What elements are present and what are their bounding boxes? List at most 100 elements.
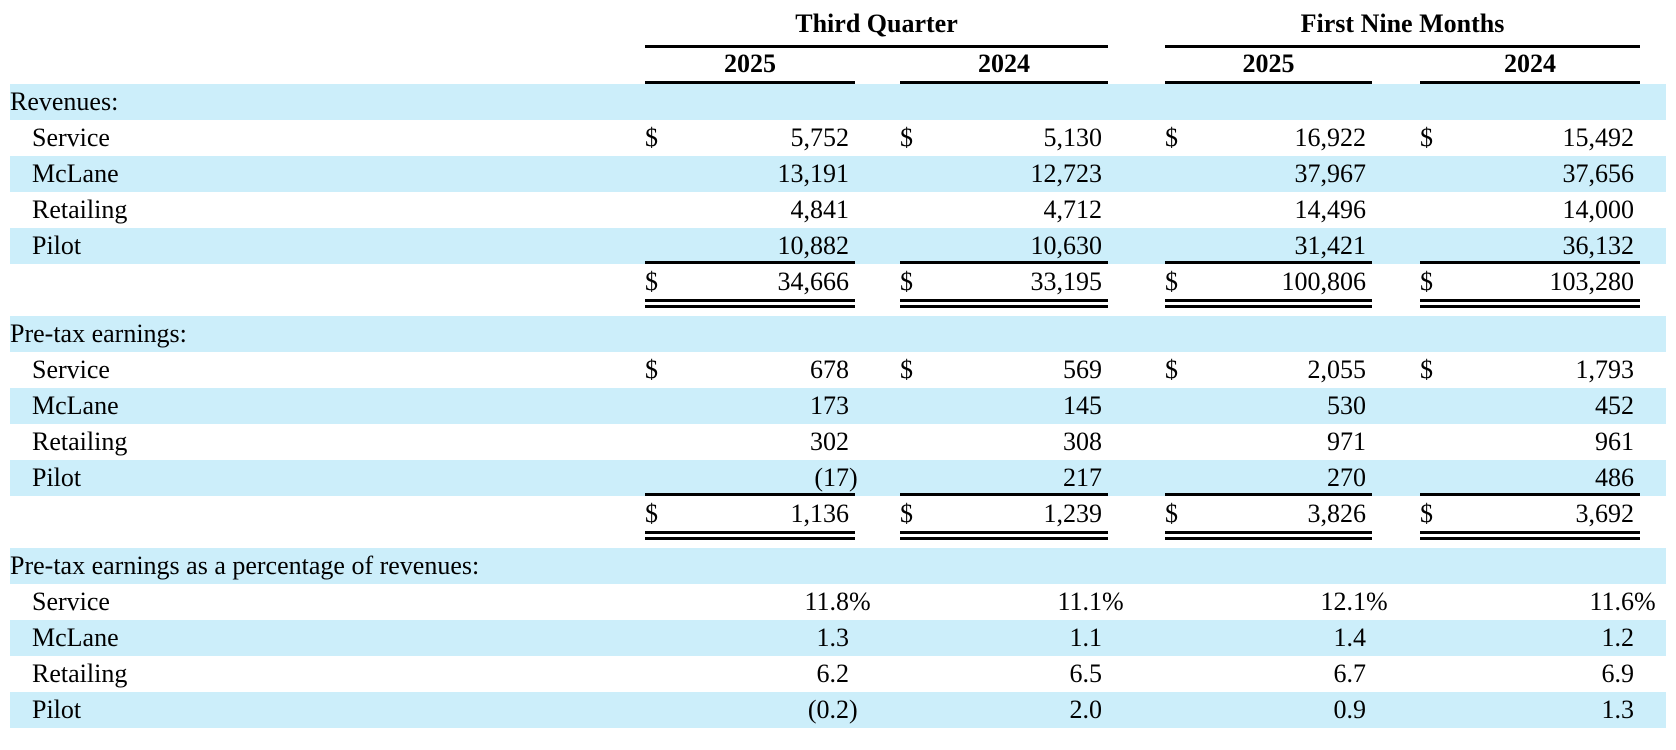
cell-value: 31,421 xyxy=(1294,231,1367,260)
dollar-sign xyxy=(645,620,675,656)
value-group-col-4: 452 xyxy=(1420,388,1640,424)
cell-value: 4,712 xyxy=(1043,195,1103,224)
cell-value: 173 xyxy=(810,391,849,420)
value-group-col-1: 302 xyxy=(645,424,855,460)
row-label: Pilot xyxy=(32,463,82,492)
cell-value: 103,280 xyxy=(1549,267,1635,296)
year-header-row: 2025 2024 2025 2024 xyxy=(10,48,1666,84)
value-group-col-2: 217 xyxy=(900,460,1108,496)
dollar-sign xyxy=(1165,192,1195,228)
dollar-sign: $ xyxy=(1165,499,1178,528)
value-group-col-3: 270 xyxy=(1165,460,1372,496)
value-group-col-1: $5,752 xyxy=(645,120,855,156)
cell-value: 2.0 xyxy=(1069,695,1103,724)
row-label: Service xyxy=(32,355,110,384)
table-row: Service 11.8% 11.1% 12.1% 11.6% xyxy=(10,584,1666,620)
cell-value: 4,841 xyxy=(790,195,850,224)
cell-value: 452 xyxy=(1595,391,1634,420)
value-group-col-2: 145 xyxy=(900,388,1108,424)
row-label: Retailing xyxy=(32,195,128,224)
cell-value: 12,723 xyxy=(1030,159,1103,188)
cell-value: 3,692 xyxy=(1575,499,1635,528)
total-row: $34,666 $33,195 $100,806 $103,280 xyxy=(10,264,1666,308)
segment-results-table: Third Quarter First Nine Months 2025 2024 20… xyxy=(10,4,1666,728)
value-group-col-2: 12,723 xyxy=(900,156,1108,192)
value-group-col-1: (17) xyxy=(645,460,858,496)
dollar-sign xyxy=(1165,388,1195,424)
dollar-sign xyxy=(900,192,930,228)
year-header-third-quarter-2025: 2025 xyxy=(645,48,855,84)
value-group-col-3: 0.9 xyxy=(1165,692,1372,728)
row-label: McLane xyxy=(32,623,119,652)
dollar-sign xyxy=(645,192,675,228)
percent-sign: % xyxy=(1634,587,1656,616)
dollar-sign: $ xyxy=(645,355,658,384)
value-group-col-4: 486 xyxy=(1420,460,1640,496)
dollar-sign xyxy=(645,228,675,261)
dollar-sign xyxy=(1420,156,1450,192)
year-header-third-quarter-2024: 2024 xyxy=(900,48,1108,84)
value-group-col-3: $16,922 xyxy=(1165,120,1372,156)
dollar-sign: $ xyxy=(645,267,658,296)
row-label: Service xyxy=(32,587,110,616)
dollar-sign xyxy=(645,388,675,424)
value-group-col-2: 11.1% xyxy=(900,584,1123,620)
dollar-sign xyxy=(645,424,675,460)
dollar-sign xyxy=(900,228,930,261)
value-group-col-1: 6.2 xyxy=(645,656,855,692)
row-label: Pilot xyxy=(32,695,82,724)
dollar-sign: $ xyxy=(1420,499,1433,528)
dollar-sign xyxy=(900,656,930,692)
value-group-col-1: 11.8% xyxy=(645,584,870,620)
section-header-row: Pre-tax earnings: xyxy=(10,316,1666,352)
value-group-col-4: 14,000 xyxy=(1420,192,1640,228)
cell-value: 961 xyxy=(1595,427,1634,456)
value-group-col-3: 6.7 xyxy=(1165,656,1372,692)
dollar-sign xyxy=(1420,388,1450,424)
cell-value: 1,239 xyxy=(1043,499,1103,528)
dollar-sign xyxy=(645,692,675,728)
dollar-sign xyxy=(1165,424,1195,460)
table-row: Retailing 302 308 971 961 xyxy=(10,424,1666,460)
row-label: McLane xyxy=(32,391,119,420)
table-row: Pilot (0.2) 2.0 0.9 1.3 xyxy=(10,692,1666,728)
year-header-first-nine-months-2025: 2025 xyxy=(1165,48,1372,84)
dollar-sign xyxy=(900,460,930,493)
percent-sign: % xyxy=(1366,587,1388,616)
cell-value: 34,666 xyxy=(777,267,850,296)
cell-value: 2,055 xyxy=(1307,355,1367,384)
row-label xyxy=(10,264,645,302)
value-group-col-4: $15,492 xyxy=(1420,120,1640,156)
dollar-sign xyxy=(900,388,930,424)
cell-value: 569 xyxy=(1063,355,1102,384)
year-header-first-nine-months-2024: 2024 xyxy=(1420,48,1640,84)
value-group-col-4: 1.2 xyxy=(1420,620,1640,656)
cell-value: 12.1% xyxy=(1195,584,1388,620)
row-label: Pilot xyxy=(32,231,82,260)
cell-value: 1.3 xyxy=(816,623,850,652)
dollar-sign xyxy=(645,584,675,620)
cell-value: 14,496 xyxy=(1294,195,1367,224)
value-group-col-1: 13,191 xyxy=(645,156,855,192)
cell-value: 5,130 xyxy=(1043,123,1103,152)
dollar-sign xyxy=(900,424,930,460)
value-group-col-2: 4,712 xyxy=(900,192,1108,228)
cell-value: 14,000 xyxy=(1562,195,1635,224)
table-row: Service $5,752 $5,130 $16,922 $15,492 xyxy=(10,120,1666,156)
value-group-col-2: 2.0 xyxy=(900,692,1108,728)
dollar-sign xyxy=(1420,620,1450,656)
dollar-sign xyxy=(1165,584,1195,620)
cell-value: 16,922 xyxy=(1294,123,1367,152)
dollar-sign xyxy=(1165,656,1195,692)
dollar-sign: $ xyxy=(1420,267,1433,296)
cell-value: 100,806 xyxy=(1281,267,1367,296)
value-group-col-3: 14,496 xyxy=(1165,192,1372,228)
value-group-col-3: $100,806 xyxy=(1165,264,1372,308)
cell-value: 302 xyxy=(810,427,849,456)
table-row: Pilot 10,882 10,630 31,421 36,132 xyxy=(10,228,1666,264)
value-group-col-4: 11.6% xyxy=(1420,584,1655,620)
close-paren: ) xyxy=(849,695,858,724)
cell-value: 1.4 xyxy=(1333,623,1367,652)
value-group-col-4: $3,692 xyxy=(1420,496,1640,540)
value-group-col-1: (0.2) xyxy=(645,692,858,728)
